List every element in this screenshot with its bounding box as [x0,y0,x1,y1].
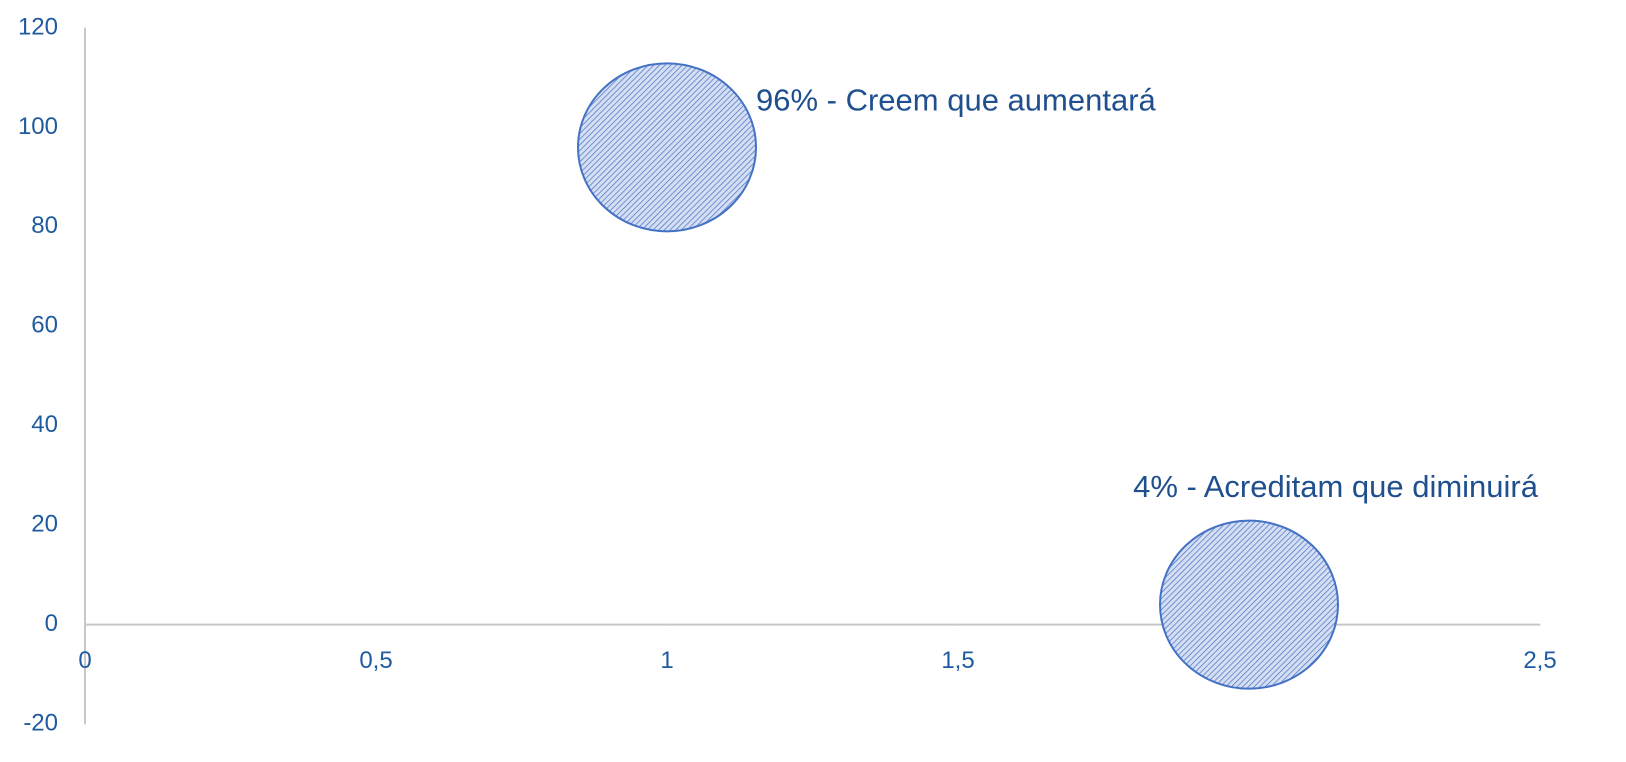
y-tick-label: 40 [31,411,58,438]
x-tick-label: 0,5 [359,647,392,674]
x-tick-label: 0 [78,647,91,674]
bubble [1159,519,1339,690]
data-label: 96% - Creem que aumentará [756,83,1157,118]
bubble [577,62,757,233]
x-tick-label: 1,5 [941,647,974,674]
x-tick-label: 2,5 [1523,647,1556,674]
x-tick-label: 1 [660,647,673,674]
y-tick-label: -20 [23,709,58,736]
y-tick-label: 120 [18,13,58,40]
y-tick-label: 100 [18,113,58,140]
y-tick-label: 20 [31,510,58,537]
y-tick-label: 60 [31,312,58,339]
y-tick-label: 0 [45,610,58,637]
data-label: 4% - Acreditam que diminuirá [1133,469,1539,504]
y-tick-label: 80 [31,212,58,239]
